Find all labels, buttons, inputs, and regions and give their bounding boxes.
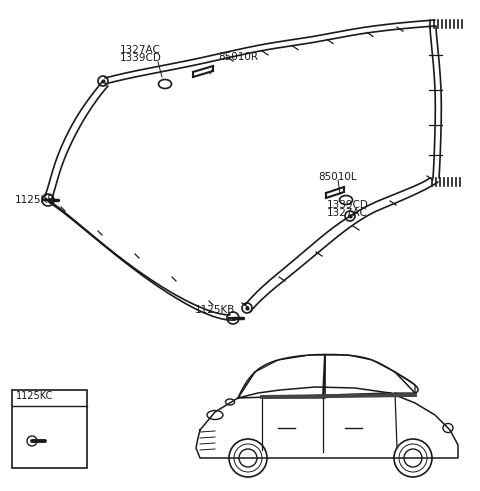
- Text: 1125KC: 1125KC: [16, 391, 53, 401]
- Text: 1339CD: 1339CD: [120, 53, 162, 63]
- Text: 1125KB: 1125KB: [15, 195, 55, 205]
- Text: 1327AC: 1327AC: [327, 208, 368, 218]
- Text: 85010R: 85010R: [218, 52, 258, 62]
- Text: 1327AC: 1327AC: [120, 45, 161, 55]
- Text: 1125KB: 1125KB: [195, 305, 235, 315]
- Text: 85010L: 85010L: [318, 172, 357, 182]
- Bar: [12, 390, 87, 468]
- Text: 1339CD: 1339CD: [327, 200, 369, 210]
